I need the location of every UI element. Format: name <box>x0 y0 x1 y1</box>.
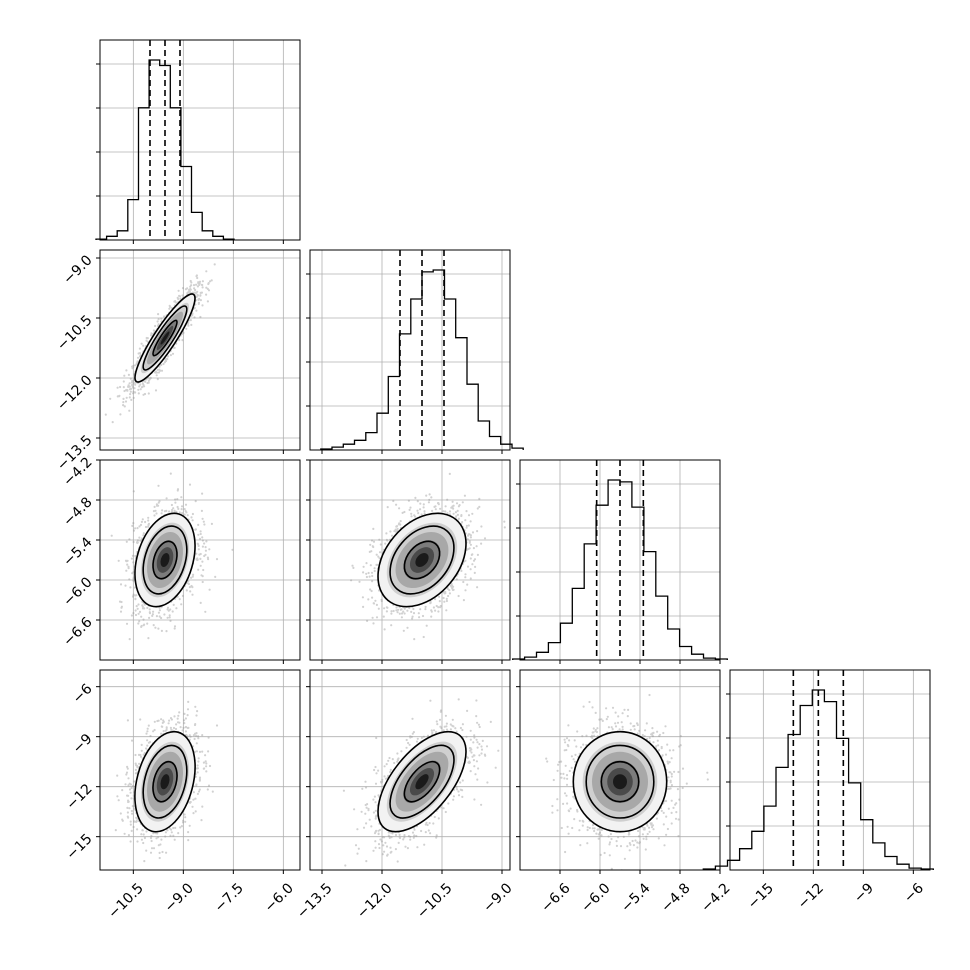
tick-label-x: −4.2 <box>698 880 733 915</box>
tick-label-x: −12 <box>795 880 827 912</box>
tick-label-y: −5.4 <box>60 534 95 569</box>
panel-frame <box>309 459 511 661</box>
panel-frame <box>99 249 301 451</box>
tick-label-x: −6 <box>901 880 927 906</box>
tick-label-x: −13.5 <box>294 880 336 922</box>
density-level <box>415 553 429 567</box>
density-level <box>160 552 170 568</box>
panel-frame <box>309 669 511 871</box>
scatter-content <box>104 263 216 424</box>
contour-line <box>389 744 455 819</box>
tick-label-x: −9.0 <box>480 880 515 915</box>
tick-label-x: −6.0 <box>262 880 297 915</box>
contour-line <box>142 305 188 371</box>
density-level <box>415 774 429 790</box>
panel-frame <box>99 39 301 241</box>
scatter-panel-2-1 <box>306 459 510 664</box>
panel-frame <box>309 249 511 451</box>
contour-line <box>585 744 655 819</box>
contour-line <box>600 760 640 803</box>
diagonal-panel-2 <box>512 460 728 664</box>
panel-frame <box>99 459 301 661</box>
scatter-panel-3-1 <box>306 670 510 874</box>
scatter-panel-2-0 <box>96 459 300 664</box>
tick-label-x: −12.0 <box>354 880 396 922</box>
contour-line <box>403 540 441 580</box>
scatter-panel-1-0 <box>96 250 300 454</box>
tick-label-y: −15 <box>63 831 95 863</box>
tick-label-y: −9.0 <box>60 252 95 287</box>
tick-label-y: −12 <box>63 781 95 813</box>
contour-line <box>134 293 196 383</box>
tick-label-x: −6.0 <box>578 880 613 915</box>
contour-line <box>377 512 467 608</box>
scatter-content <box>342 698 500 867</box>
scatter-content <box>114 700 219 863</box>
panel-frame <box>519 459 721 661</box>
tick-label-x: −9.0 <box>162 880 197 915</box>
contour-line <box>152 540 178 580</box>
tick-label-y: −9 <box>70 731 96 757</box>
diagonal-panel-1 <box>306 250 524 454</box>
scatter-panel-3-2 <box>516 670 721 874</box>
tick-label-y: −6.6 <box>60 614 95 649</box>
tick-label-x: −4.8 <box>658 880 693 915</box>
tick-label-y: −6.0 <box>60 574 95 609</box>
tick-label-x: −5.4 <box>618 880 653 915</box>
contour-line <box>572 730 668 833</box>
contour-line <box>389 525 455 595</box>
tick-label-y: −6 <box>70 681 96 707</box>
contour-line <box>142 744 188 819</box>
tick-label-x: −15 <box>745 880 777 912</box>
diagonal-panel-0 <box>95 40 300 244</box>
scatter-content <box>350 472 506 641</box>
contour-line <box>377 730 467 833</box>
contour-line <box>142 525 188 595</box>
scatter-content <box>110 472 234 641</box>
contour-line <box>134 512 196 608</box>
tick-label-x: −6.6 <box>538 880 573 915</box>
tick-label-x: −10.5 <box>414 880 456 922</box>
tick-label-y: −10.5 <box>54 312 96 354</box>
tick-label-x: −10.5 <box>105 880 147 922</box>
tick-label-y: −4.8 <box>60 494 95 529</box>
tick-label-x: −7.5 <box>212 880 247 915</box>
density-level <box>613 774 627 790</box>
contour-line <box>134 730 196 833</box>
contour-line <box>403 760 441 803</box>
tick-label-y: −12.0 <box>54 372 96 414</box>
tick-label-x: −9 <box>851 880 877 906</box>
density-level <box>160 774 170 790</box>
panel-frame <box>99 669 301 871</box>
diagonal-panel-3 <box>702 670 934 874</box>
panel-frame <box>729 669 931 871</box>
density-level <box>160 331 170 345</box>
contour-line <box>152 760 178 803</box>
contour-line <box>152 319 178 357</box>
panel-frame <box>519 669 721 871</box>
scatter-panel-3-0 <box>96 670 300 874</box>
scatter-content <box>545 693 709 870</box>
